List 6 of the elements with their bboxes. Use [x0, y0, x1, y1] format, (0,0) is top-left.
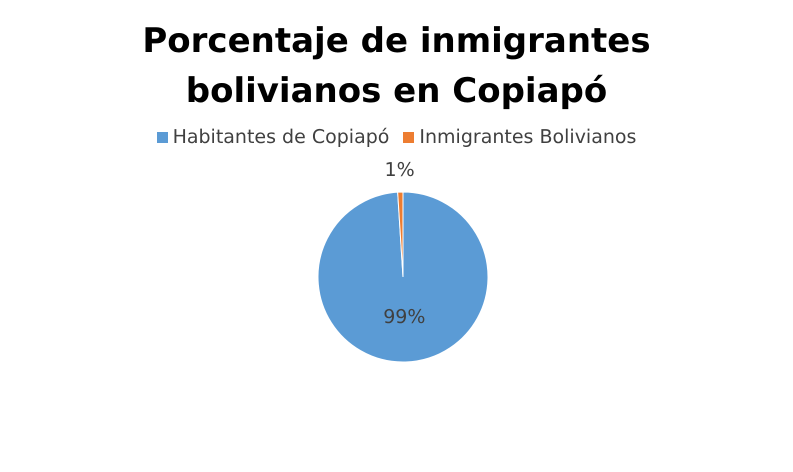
data-label: 99% — [383, 306, 426, 328]
legend-label: Inmigrantes Bolivianos — [418, 126, 636, 148]
pie-slice — [318, 192, 488, 362]
chart-title: Porcentaje de inmigrantes bolivianos en Copiapó — [141, 20, 652, 113]
legend-label: Habitantes de Copiapó — [172, 126, 390, 148]
data-label: 1% — [384, 159, 415, 182]
